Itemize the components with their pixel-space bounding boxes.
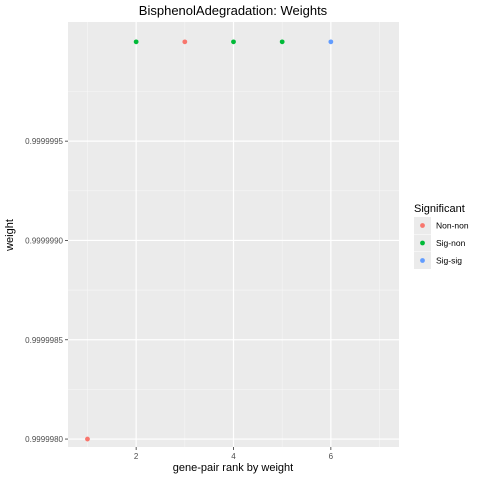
data-point	[328, 39, 333, 44]
data-point	[231, 39, 236, 44]
data-point	[182, 39, 187, 44]
legend-label: Sig-sig	[436, 256, 462, 266]
legend-title: Significant	[414, 203, 465, 215]
legend-swatch	[420, 241, 425, 246]
data-point	[280, 39, 285, 44]
legend-label: Sig-non	[436, 238, 466, 248]
y-tick-label: 0.9999990	[25, 236, 63, 245]
x-tick-label: 2	[134, 452, 139, 461]
y-axis-title: weight	[4, 219, 16, 252]
legend-swatch	[420, 223, 425, 228]
x-tick-label: 4	[231, 452, 236, 461]
data-point	[134, 39, 139, 44]
x-axis-title: gene-pair rank by weight	[173, 462, 293, 474]
legend: Significant Non-non Sig-non Sig-sig	[414, 203, 469, 269]
data-point	[85, 437, 90, 442]
x-axis: 2 4 6	[134, 447, 334, 461]
y-tick-label: 0.9999995	[25, 137, 63, 146]
x-tick-label: 6	[329, 452, 334, 461]
chart-title: BisphenolAdegradation: Weights	[139, 3, 328, 18]
y-tick-label: 0.9999980	[25, 435, 63, 444]
legend-label: Non-non	[436, 221, 469, 231]
legend-swatch	[420, 258, 425, 263]
y-tick-label: 0.9999985	[25, 336, 63, 345]
y-axis: 0.9999980 0.9999985 0.9999990 0.9999995	[25, 137, 68, 444]
